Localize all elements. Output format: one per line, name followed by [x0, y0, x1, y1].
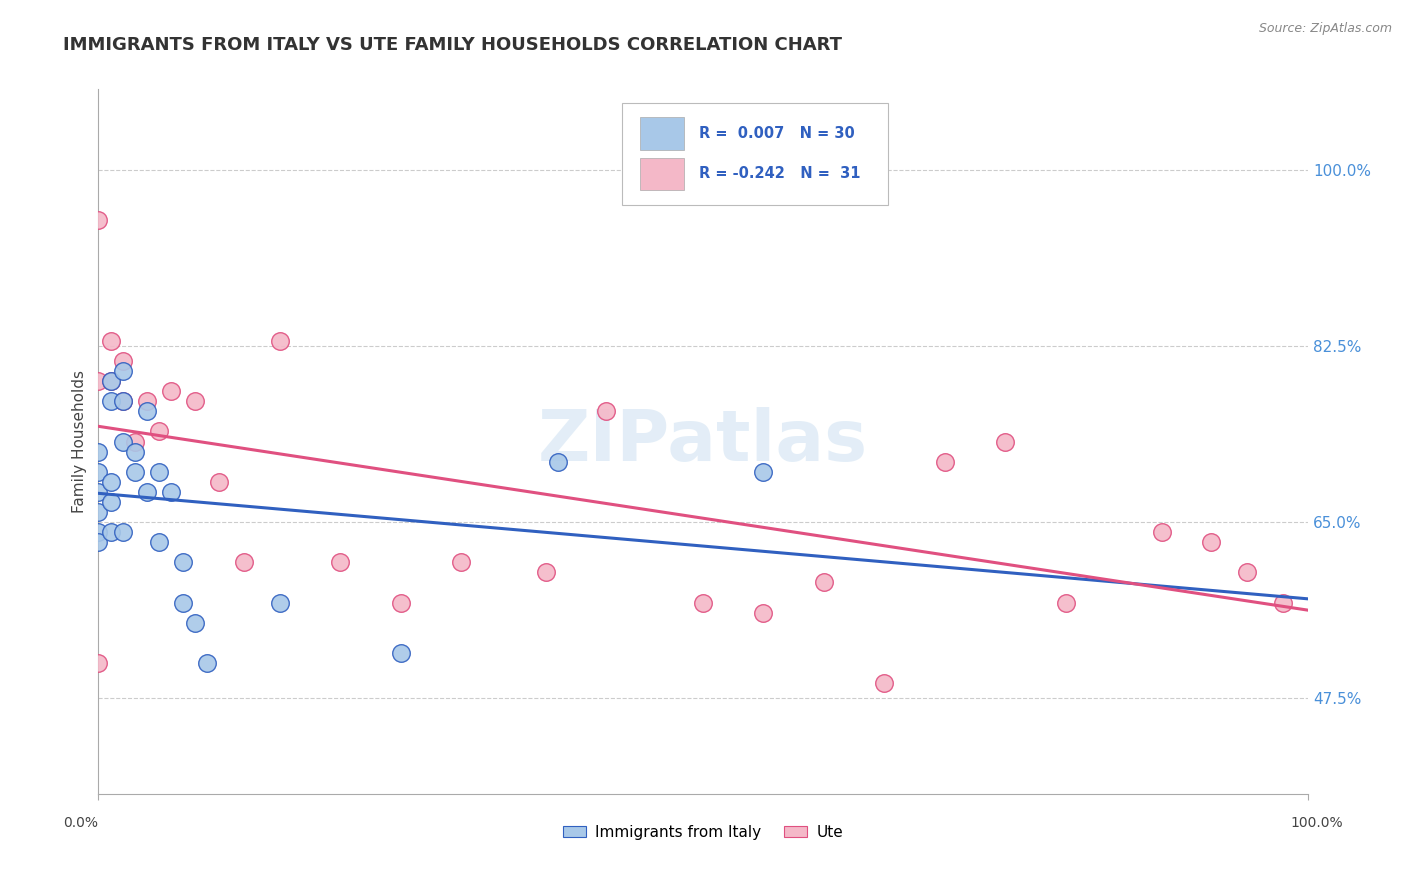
Point — [160, 384, 183, 399]
Point — [1199, 535, 1222, 549]
Y-axis label: Family Households: Family Households — [72, 370, 87, 513]
Point — [450, 555, 472, 569]
Point — [934, 455, 956, 469]
Point — [87, 484, 110, 499]
Point — [595, 404, 617, 418]
Point — [752, 465, 775, 479]
Text: IMMIGRANTS FROM ITALY VS UTE FAMILY HOUSEHOLDS CORRELATION CHART: IMMIGRANTS FROM ITALY VS UTE FAMILY HOUS… — [63, 36, 842, 54]
Point — [389, 596, 412, 610]
Point — [1054, 596, 1077, 610]
Point — [208, 475, 231, 489]
Point — [100, 394, 122, 409]
Point — [1236, 566, 1258, 580]
Point — [148, 465, 170, 479]
Point — [172, 596, 194, 610]
Point — [1152, 525, 1174, 540]
FancyBboxPatch shape — [621, 103, 889, 205]
Point — [135, 404, 157, 418]
Text: R =  0.007   N = 30: R = 0.007 N = 30 — [699, 126, 855, 141]
FancyBboxPatch shape — [640, 118, 683, 150]
Point — [111, 394, 134, 409]
Text: 100.0%: 100.0% — [1291, 816, 1343, 830]
Point — [87, 656, 110, 670]
Point — [87, 213, 110, 227]
Point — [172, 555, 194, 569]
Point — [87, 535, 110, 549]
Point — [100, 334, 122, 348]
Text: ZIPatlas: ZIPatlas — [538, 407, 868, 476]
Point — [111, 354, 134, 368]
Point — [100, 525, 122, 540]
Point — [87, 505, 110, 519]
Point — [994, 434, 1017, 449]
Point — [100, 475, 122, 489]
Point — [135, 484, 157, 499]
Point — [100, 374, 122, 388]
Point — [100, 374, 122, 388]
Point — [232, 555, 254, 569]
Point — [752, 606, 775, 620]
Point — [111, 394, 134, 409]
Text: Source: ZipAtlas.com: Source: ZipAtlas.com — [1258, 22, 1392, 36]
Point — [111, 525, 134, 540]
Text: R = -0.242   N =  31: R = -0.242 N = 31 — [699, 166, 860, 181]
Point — [87, 465, 110, 479]
Point — [87, 444, 110, 458]
Point — [135, 394, 157, 409]
Point — [100, 495, 122, 509]
Point — [87, 525, 110, 540]
Point — [184, 615, 207, 630]
Point — [547, 455, 569, 469]
Point — [148, 535, 170, 549]
Point — [160, 484, 183, 499]
Point — [534, 566, 557, 580]
Point — [329, 555, 352, 569]
Legend: Immigrants from Italy, Ute: Immigrants from Italy, Ute — [557, 819, 849, 847]
Point — [87, 374, 110, 388]
Point — [813, 575, 835, 590]
Text: 0.0%: 0.0% — [63, 816, 98, 830]
Point — [873, 676, 896, 690]
Point — [1272, 596, 1295, 610]
Point — [692, 596, 714, 610]
Point — [195, 656, 218, 670]
Point — [124, 465, 146, 479]
FancyBboxPatch shape — [640, 158, 683, 190]
Point — [111, 434, 134, 449]
Point — [111, 364, 134, 378]
Point — [269, 596, 291, 610]
Point — [184, 394, 207, 409]
Point — [389, 646, 412, 660]
Point — [124, 444, 146, 458]
Point — [148, 425, 170, 439]
Point — [269, 334, 291, 348]
Point — [124, 434, 146, 449]
